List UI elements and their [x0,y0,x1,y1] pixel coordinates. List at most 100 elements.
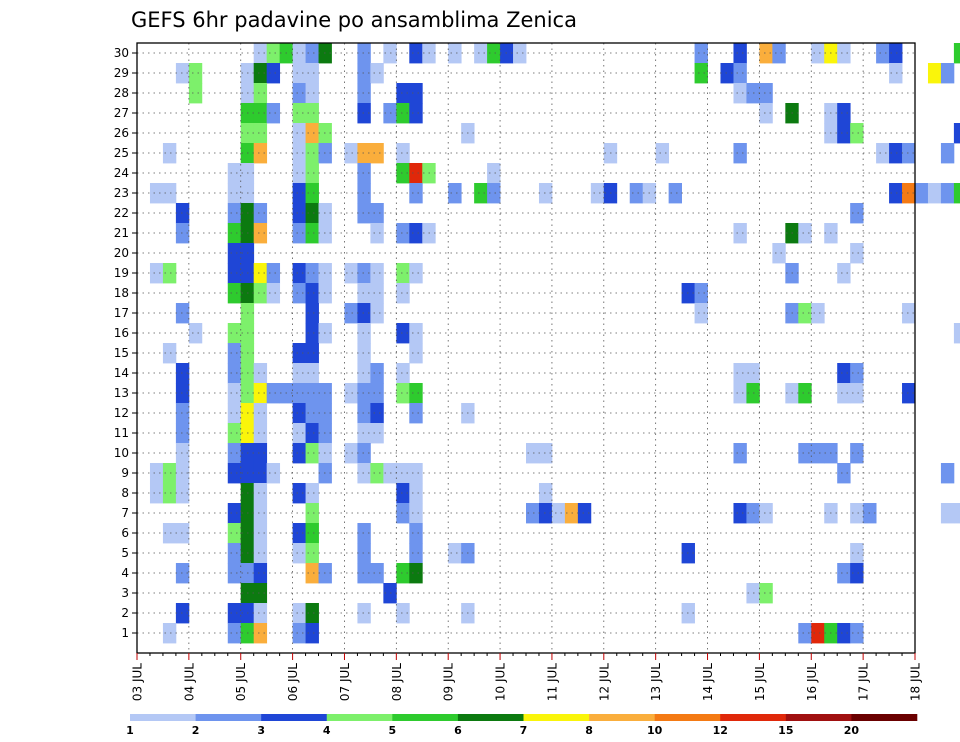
data-cell [953,43,960,64]
data-cell [850,243,864,264]
data-cell [266,383,281,404]
data-cell [344,303,358,324]
data-cell [149,483,164,504]
data-cell [409,83,423,104]
data-cell [733,363,747,384]
data-cell [305,363,319,384]
x-tick-label: 03 JUL [131,663,145,701]
data-cell [292,403,306,424]
data-cell [162,143,177,164]
data-cell [357,343,371,364]
colorbar-swatch [785,714,852,721]
data-cell [811,443,825,464]
data-cell [253,463,268,484]
data-cell [292,103,306,124]
data-cell [577,503,592,524]
data-cell [850,443,864,464]
data-cell [409,383,423,404]
y-tick-label: 1 [121,626,129,640]
data-cell [953,323,960,344]
data-cell [292,603,306,624]
data-cell [305,483,319,504]
x-tick-label: 10 JUL [494,663,508,701]
y-tick-label: 25 [114,146,129,160]
data-cell [448,183,462,204]
y-tick-label: 7 [121,506,129,520]
data-cell [253,503,268,524]
colorbar-swatch [326,714,393,721]
data-cell [227,283,242,304]
data-cell [305,103,319,124]
data-cell [357,103,371,124]
x-tick-label: 12 JUL [597,663,611,701]
data-cell [305,623,319,644]
data-cell [927,183,942,204]
data-cell [253,203,268,224]
data-cell [915,183,929,204]
data-cell [305,43,319,64]
y-tick-label: 30 [114,46,129,60]
data-cell [396,263,410,284]
colorbar-swatch [851,714,918,721]
data-cell [396,143,410,164]
x-tick-label: 07 JUL [338,663,352,701]
y-tick-label: 14 [114,366,129,380]
data-cell [733,63,747,84]
data-cell [733,43,747,64]
data-cell [227,163,242,184]
data-cell [759,103,773,124]
data-cell [668,183,682,204]
data-cell [370,283,384,304]
data-cell [370,423,384,444]
y-tick-label: 13 [114,386,129,400]
data-cell [227,403,242,424]
x-tick-label: 15 JUL [753,663,767,701]
data-cell [694,283,708,304]
data-cell [149,463,164,484]
y-tick-label: 26 [114,126,129,140]
data-cell [940,183,955,204]
x-tick-label: 09 JUL [442,663,456,701]
data-cell [551,503,566,524]
data-cell [292,183,306,204]
data-cell [266,63,281,84]
data-cell [409,263,423,284]
data-cell [292,363,306,384]
data-cell [953,123,960,144]
y-tick-label: 19 [114,266,129,280]
data-cell [292,343,306,364]
data-cell [357,363,371,384]
data-cell [474,43,488,64]
data-cell [370,463,384,484]
data-cell [837,123,851,144]
data-cell [227,463,242,484]
colorbar-label: 3 [257,724,265,737]
data-cell [305,63,319,84]
colorbar: 1 2 3 4 5 6 7 8 10 12 15 20 [126,714,918,737]
data-cell [837,103,851,124]
colorbar-label: 2 [192,724,200,737]
data-cell [733,223,747,244]
data-cell [357,403,371,424]
data-cell [538,183,553,204]
data-cell [409,503,423,524]
data-cell [889,143,903,164]
data-cell [902,183,916,204]
data-cell [357,203,371,224]
data-cell [876,143,890,164]
data-cell [162,523,177,544]
colorbar-label: 5 [389,724,397,737]
data-cell [344,263,358,284]
colorbar-swatch [457,714,524,721]
data-cell [837,43,851,64]
data-cell [655,143,670,164]
data-cell [305,523,319,544]
data-cell [227,603,242,624]
data-cell [487,183,501,204]
y-tick-label: 4 [121,566,129,580]
data-cell [305,83,319,104]
data-cell [409,163,423,184]
data-cell [188,323,203,344]
data-cell [448,43,462,64]
